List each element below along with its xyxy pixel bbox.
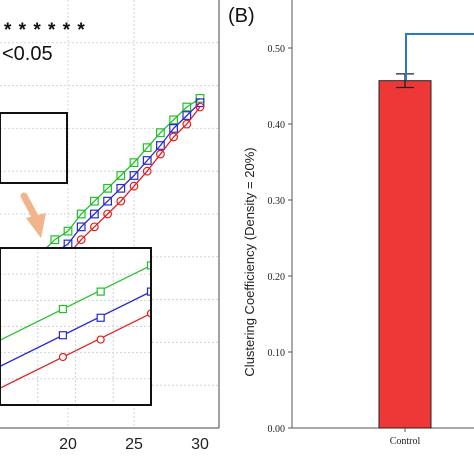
data-point-red [89,222,99,232]
data-point-green [156,128,165,138]
data-point-green [169,115,179,125]
y-tick-label: 0.00 [268,424,286,435]
data-point-green [76,209,86,219]
y-tick-label: 0.30 [268,196,286,207]
inset-point-green [96,287,105,296]
data-point-green [182,102,192,112]
y-tick-label: 0.40 [268,120,286,131]
y-tick-label: 0.20 [268,272,286,283]
data-point-blue [156,141,165,150]
data-point-red [155,149,165,159]
y-tick-label: 0.10 [268,348,286,359]
data-point-red [169,132,179,142]
inset-series [0,261,151,389]
data-point-red [182,119,192,129]
inset-point-red [96,335,105,344]
zoom-arrow [20,192,46,238]
data-point-blue [103,196,113,206]
panel-a-x-ticks: 20 25 30 [59,436,209,453]
data-point-red [195,102,205,112]
inset-plot [0,247,152,406]
data-point-green [129,158,139,168]
inset-point-blue [58,331,68,340]
significance-bracket [405,33,474,80]
data-point-red [76,235,86,245]
data-point-blue [129,171,139,180]
x-tick-label: 20 [59,436,77,453]
bar-control [378,80,432,429]
inset-point-green [58,304,68,314]
inset-series-line-red [0,312,151,389]
inset-point-blue [96,313,105,322]
data-point-red [129,181,139,191]
data-point-green [116,171,126,180]
panel-a: 20 25 30 * * * * * * <0.05 [0,0,220,453]
data-point-red [103,209,112,219]
data-point-green [63,226,73,236]
zoom-region-box [0,112,68,184]
y-tick-label: 0.50 [268,44,286,55]
data-point-green [50,235,60,245]
data-point-green [103,183,113,193]
data-point-red [142,166,152,176]
data-point-blue [169,123,179,133]
data-point-red [116,196,126,206]
inset-point-red [58,352,68,362]
x-tick-label: 25 [125,436,143,453]
data-point-blue [89,209,99,219]
data-point-blue [182,111,192,120]
inset-series-line-green [0,264,151,341]
panel-b: (B) 0.00 0.10 0.20 0.30 0.40 0.50 Clustering … [228,0,474,447]
panel-b-y-ticks: 0.00 0.10 0.20 0.30 0.40 0.50 [268,44,292,435]
inset-point-blue [146,287,151,296]
data-point-blue [116,183,126,193]
inset-series-line-blue [0,291,151,367]
p-value-label: <0.05 [2,43,53,65]
panel-b-y-axis-label: Clustering Coefficiency (Density = 20%) [242,147,257,376]
data-point-blue [195,98,205,108]
data-point-blue [142,156,152,165]
significance-stars: * * * * * * [4,20,86,41]
data-point-blue [76,222,86,232]
x-category-label: Control [390,436,421,447]
panel-b-bars: Control [378,73,432,447]
data-point-green [142,143,152,153]
data-point-green [89,196,99,206]
inset-point-green [146,261,151,270]
panel-b-label: (B) [228,5,255,27]
inset-frame [0,247,152,406]
x-tick-label: 30 [191,436,209,453]
